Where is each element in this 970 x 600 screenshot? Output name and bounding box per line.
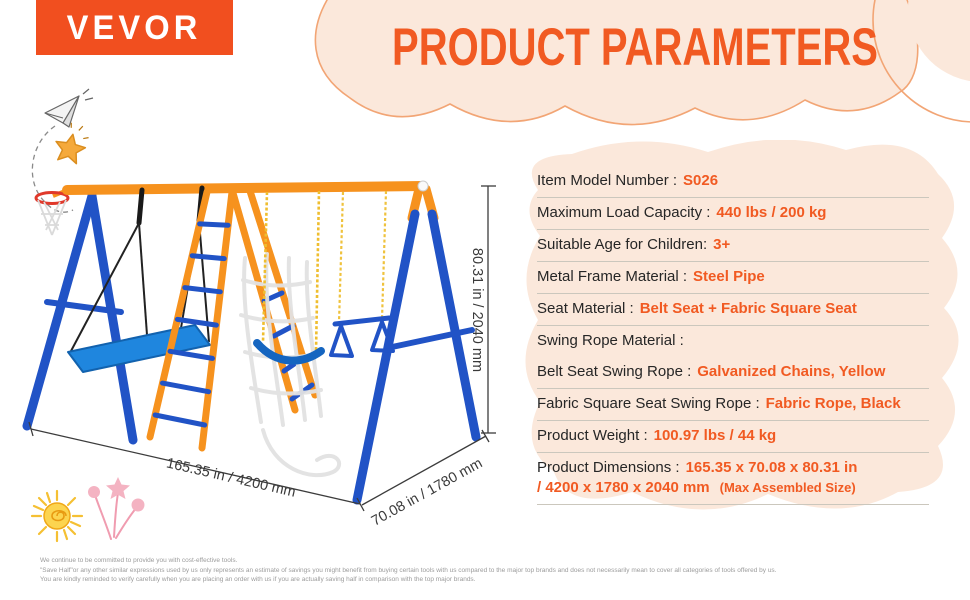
param-label: Item Model Number : bbox=[537, 172, 678, 189]
basketball-hoop bbox=[34, 189, 70, 236]
param-label: Product Dimensions : bbox=[537, 459, 680, 476]
page-title: PRODUCT PARAMETERS bbox=[392, 17, 878, 77]
disclaimer-line-3: You are kindly reminded to verify carefu… bbox=[40, 576, 476, 583]
right-a-frame bbox=[352, 184, 481, 505]
disclaimer-line-1: We continue to be committed to provide y… bbox=[40, 557, 238, 564]
belt-swing bbox=[253, 190, 325, 365]
disclaimer-line-2: "Save Half"or any other similar expressi… bbox=[40, 566, 777, 574]
param-row-product-weight: Product Weight : 100.97 lbs / 44 kg bbox=[537, 421, 929, 453]
sun-icon bbox=[30, 489, 84, 543]
param-label: Seat Material : bbox=[537, 300, 634, 317]
vevor-logo-text: VEVOR bbox=[67, 7, 202, 47]
parameters-panel-background bbox=[525, 140, 959, 510]
param-label: Maximum Load Capacity : bbox=[537, 204, 711, 221]
param-row-frame-material: Metal Frame Material : Steel Pipe bbox=[537, 262, 929, 294]
param-label: Product Weight : bbox=[537, 427, 648, 444]
param-value: Galvanized Chains, Yellow bbox=[697, 363, 886, 380]
dimension-lines bbox=[28, 185, 496, 512]
paper-plane-icon bbox=[31, 88, 94, 213]
param-label: Swing Rope Material : bbox=[537, 332, 684, 349]
param-row-belt-seat-rope: Belt Seat Swing Rope : Galvanized Chains… bbox=[537, 357, 929, 389]
star-icon bbox=[55, 122, 89, 165]
flowers-icon bbox=[88, 477, 145, 540]
width-dimension-label: 165.35 in / 4200 mm bbox=[165, 455, 297, 500]
parameters-list: Item Model Number : S026 Maximum Load Ca… bbox=[537, 166, 929, 505]
title-cloud-shape bbox=[314, 0, 970, 126]
param-value: Steel Pipe bbox=[693, 268, 765, 285]
param-value: Fabric Rope, Black bbox=[765, 395, 901, 412]
vevor-logo: VEVOR bbox=[36, 0, 233, 55]
param-label: Belt Seat Swing Rope : bbox=[537, 363, 692, 380]
param-value: 3+ bbox=[713, 236, 731, 253]
param-row-seat-material: Seat Material : Belt Seat + Fabric Squar… bbox=[537, 294, 929, 326]
param-row-model: Item Model Number : S026 bbox=[537, 166, 929, 198]
trapeze-rings bbox=[329, 190, 395, 358]
param-row-suitable-age: Suitable Age for Children: 3+ bbox=[537, 230, 929, 262]
swing-set-illustration: 165.35 in / 4200 mm 70.08 in / 1780 mm 8… bbox=[22, 180, 496, 530]
left-a-frame bbox=[22, 191, 138, 445]
param-row-load-capacity: Maximum Load Capacity : 440 lbs / 200 kg bbox=[537, 198, 929, 230]
param-row-product-dimensions: Product Dimensions : 165.35 x 70.08 x 80… bbox=[537, 453, 929, 505]
depth-dimension-label: 70.08 in / 1780 mm bbox=[369, 455, 485, 529]
height-dimension-label: 80.31 in / 2040 mm bbox=[469, 248, 485, 372]
param-row-swing-rope-material: Swing Rope Material : bbox=[537, 326, 929, 357]
param-value: 100.97 lbs / 44 kg bbox=[653, 427, 777, 444]
param-label: Suitable Age for Children: bbox=[537, 236, 708, 253]
param-label: Metal Frame Material : bbox=[537, 268, 688, 285]
param-label: Fabric Square Seat Swing Rope : bbox=[537, 395, 760, 412]
front-ladder bbox=[146, 188, 236, 452]
top-beam bbox=[62, 181, 428, 195]
footer-disclaimer: We continue to be committed to provide y… bbox=[40, 556, 940, 585]
param-note: (Max Assembled Size) bbox=[719, 480, 856, 495]
param-value: Belt Seat + Fabric Square Seat bbox=[639, 300, 857, 317]
param-value-line2: / 4200 x 1780 x 2040 mm bbox=[537, 479, 710, 496]
param-value: S026 bbox=[683, 172, 719, 189]
param-value: 165.35 x 70.08 x 80.31 in bbox=[685, 459, 858, 476]
param-value: 440 lbs / 200 kg bbox=[716, 204, 827, 221]
param-row-fabric-seat-rope: Fabric Square Seat Swing Rope : Fabric R… bbox=[537, 389, 929, 421]
